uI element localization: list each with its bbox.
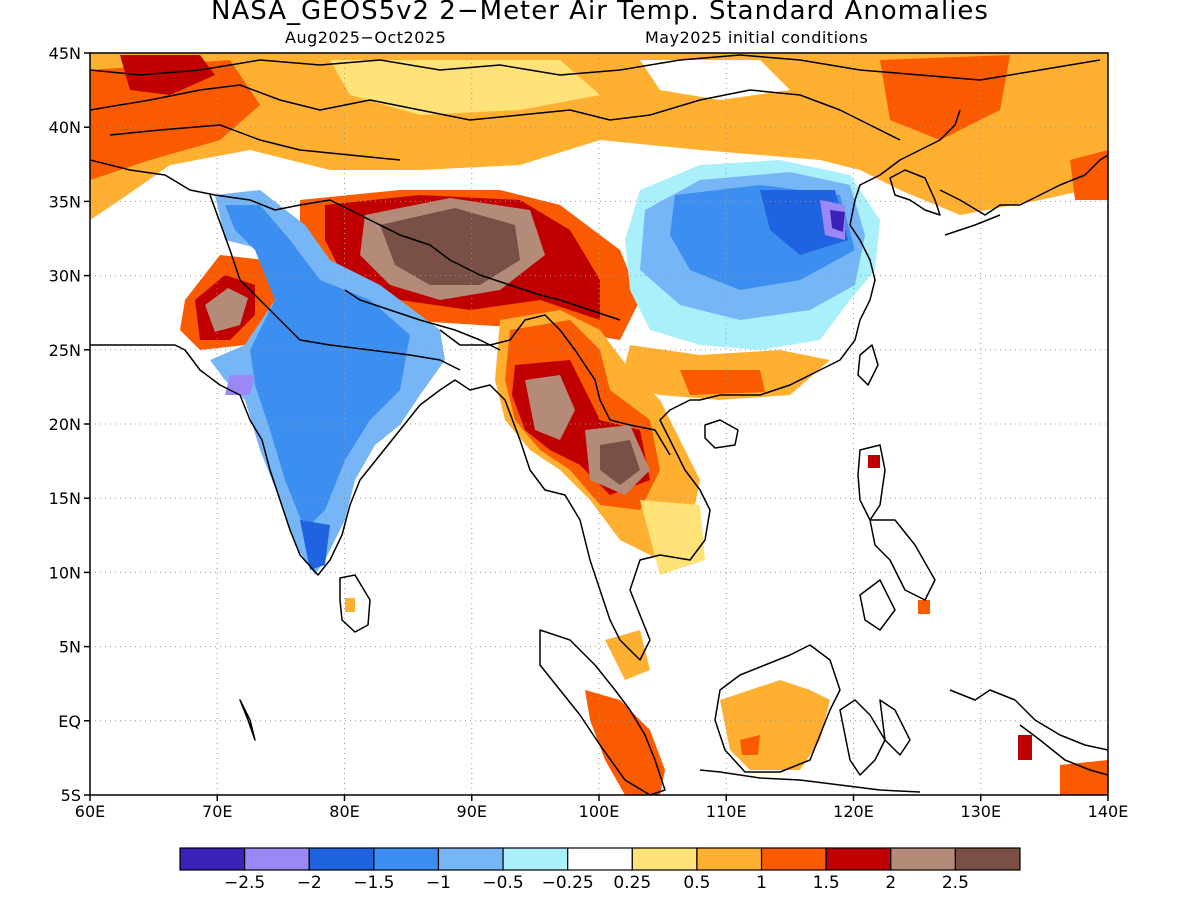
colorbar-label: 2 <box>885 873 896 893</box>
colorbar-label: 0.25 <box>613 873 651 893</box>
lon-tick-label: 140E <box>1088 802 1129 821</box>
colorbar-label: 0.5 <box>683 873 710 893</box>
latitude-axis: 45N 40N 35N 30N 25N 20N 15N 10N 5N EQ 5S <box>49 44 90 805</box>
colorbar: −2.5 −2 −1.5 −1 −0.5 −0.25 0.25 0.5 1 1.5 2 2.5 <box>179 847 1021 893</box>
lat-tick-label: 15N <box>49 489 81 508</box>
forecast-period: Aug2025−Oct2025 <box>285 28 447 47</box>
colorbar-swatch <box>696 847 763 871</box>
lon-tick-label: 120E <box>833 802 874 821</box>
lat-tick-label: 35N <box>49 192 81 211</box>
colorbar-swatch <box>437 847 504 871</box>
colorbar-label: −2 <box>297 873 322 893</box>
lat-tick-label: 10N <box>49 563 81 582</box>
colorbar-label: 1.5 <box>813 873 840 893</box>
colorbar-swatch <box>567 847 633 871</box>
colorbar-swatch <box>502 847 569 871</box>
colorbar-swatch <box>179 847 246 871</box>
colorbar-swatch <box>954 847 1021 871</box>
lat-tick-label: 40N <box>49 118 81 137</box>
initial-conditions: May2025 initial conditions <box>645 28 869 47</box>
colorbar-label: −1 <box>426 873 451 893</box>
colorbar-label: 2.5 <box>942 873 969 893</box>
lat-tick-label: 5N <box>59 638 81 657</box>
colorbar-swatch <box>760 847 827 871</box>
lat-tick-label: EQ <box>58 712 81 731</box>
colorbar-label: −2.5 <box>224 873 265 893</box>
lon-tick-label: 100E <box>579 802 620 821</box>
colorbar-swatch <box>244 847 310 871</box>
lat-tick-label: 20N <box>49 415 81 434</box>
lon-tick-label: 130E <box>960 802 1001 821</box>
longitude-axis: 60E 70E 80E 90E 100E 110E 120E 130E 140E <box>75 795 1129 821</box>
colorbar-swatch <box>631 847 698 871</box>
lat-tick-label: 45N <box>49 44 81 63</box>
colorbar-label: −1.5 <box>353 873 394 893</box>
colorbar-swatch <box>890 847 956 871</box>
colorbar-label: 1 <box>756 873 767 893</box>
lon-tick-label: 90E <box>457 802 487 821</box>
lat-tick-label: 5S <box>61 786 81 805</box>
colorbar-swatch <box>373 847 440 871</box>
chart-title: NASA_GEOS5v2 2−Meter Air Temp. Standard … <box>211 0 989 26</box>
lat-tick-label: 25N <box>49 341 81 360</box>
colorbar-swatch <box>308 847 375 871</box>
colorbar-swatch <box>825 847 892 871</box>
coastlines <box>90 54 1108 795</box>
lon-tick-label: 110E <box>706 802 747 821</box>
colorbar-label: −0.5 <box>482 873 523 893</box>
colorbar-label: −0.25 <box>542 873 594 893</box>
lon-tick-label: 60E <box>75 802 105 821</box>
lat-tick-label: 30N <box>49 267 81 286</box>
lon-tick-label: 70E <box>202 802 232 821</box>
lon-tick-label: 80E <box>329 802 359 821</box>
